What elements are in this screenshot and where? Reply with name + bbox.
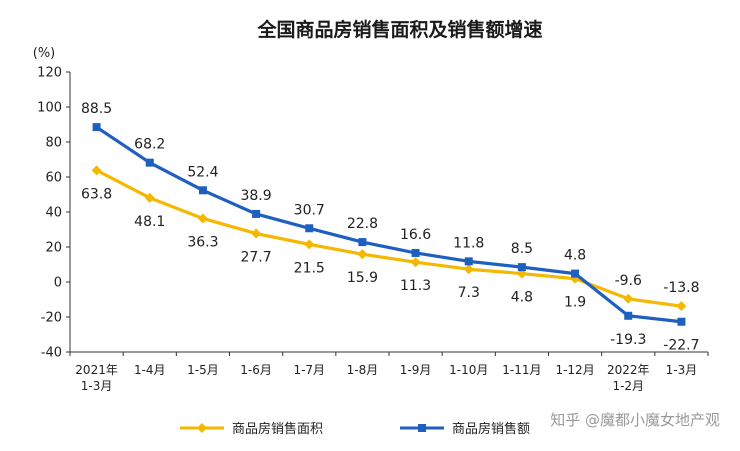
x-tick-label: 1-9月	[400, 363, 432, 377]
data-label: 63.8	[81, 186, 112, 202]
data-point	[571, 269, 580, 278]
data-point	[305, 224, 314, 233]
data-label: -22.7	[663, 338, 699, 354]
y-tick-label: 0	[54, 276, 62, 291]
data-point	[677, 317, 686, 326]
data-label: 27.7	[240, 250, 271, 266]
legend-label: 商品房销售额	[452, 421, 530, 437]
data-label: 4.8	[511, 290, 533, 306]
y-tick-label: 20	[45, 241, 62, 256]
data-point	[144, 192, 155, 203]
data-point	[623, 293, 634, 304]
data-label: -19.3	[610, 332, 646, 348]
data-label: 36.3	[187, 234, 218, 250]
data-label: 30.7	[294, 202, 325, 218]
data-point	[676, 301, 687, 312]
x-tick-label: 1-5月	[187, 363, 219, 377]
chart-title: 全国商品房销售面积及销售额增速	[256, 18, 542, 41]
y-tick-label: 80	[45, 136, 62, 151]
y-tick-label: 60	[45, 171, 62, 186]
axes: -40 -20 0 20 40 60 80 100 120 2021年 1-3月 1-4月 1-5月 1-…	[37, 66, 709, 393]
data-label: 68.2	[134, 137, 165, 153]
data-label: 52.4	[187, 164, 218, 180]
y-axis-unit: (%)	[33, 46, 56, 61]
data-label: 16.6	[400, 227, 431, 243]
data-point	[410, 257, 421, 268]
series-layer	[91, 123, 687, 326]
x-tick-label: 2021年	[75, 363, 118, 377]
y-tick-label: -40	[41, 346, 62, 361]
x-tick-label: 1-7月	[293, 363, 325, 377]
series-line	[95, 168, 682, 308]
data-point	[92, 123, 101, 132]
y-tick-label: -20	[41, 311, 62, 326]
data-label: 22.8	[347, 216, 378, 232]
data-point	[358, 238, 367, 247]
data-point	[411, 248, 420, 257]
legend-marker	[197, 423, 207, 433]
data-label: 11.3	[400, 278, 431, 294]
data-label: 1.9	[564, 295, 586, 311]
data-label: 88.5	[81, 101, 112, 117]
data-point	[251, 228, 262, 239]
data-point	[624, 311, 633, 320]
series-line	[95, 125, 682, 324]
x-tick-label: 2022年	[607, 363, 650, 377]
y-tick-label: 100	[37, 101, 62, 116]
legend-label: 商品房销售面积	[232, 421, 323, 437]
data-label: 48.1	[134, 214, 165, 230]
x-tick-label: 1-4月	[134, 363, 166, 377]
data-point	[304, 239, 315, 250]
data-point	[198, 186, 207, 195]
data-point	[252, 209, 261, 218]
data-point	[197, 213, 208, 224]
x-tick-label: 1-6月	[240, 363, 272, 377]
data-label: 38.9	[240, 188, 271, 204]
data-point	[463, 264, 474, 275]
data-label: -9.6	[615, 273, 642, 289]
x-tick-label: 1-12月	[555, 363, 594, 377]
y-tick-label: 120	[37, 66, 62, 81]
legend: 商品房销售面积 商品房销售额	[180, 421, 530, 437]
data-label: 11.8	[453, 235, 484, 251]
data-point	[91, 165, 102, 176]
data-label: 8.5	[511, 241, 533, 257]
data-point	[517, 263, 526, 272]
data-label: 7.3	[458, 285, 480, 301]
x-tick-label: 1-2月	[612, 379, 644, 393]
data-labels: 63.8 48.1 36.3 27.7 21.5 15.9 11.3 7.3 4.8 1.9 -9.…	[81, 101, 700, 354]
legend-marker	[418, 424, 426, 432]
x-tick-label: 1-11月	[502, 363, 541, 377]
watermark-text: 知乎 @魔都小魔女地产观	[550, 411, 720, 429]
data-point	[464, 257, 473, 266]
data-label: 21.5	[294, 260, 325, 276]
x-tick-label: 1-3月	[81, 379, 113, 393]
data-label: -13.8	[663, 280, 699, 296]
data-point	[357, 249, 368, 260]
x-tick-label: 1-10月	[449, 363, 488, 377]
data-label: 4.8	[564, 248, 586, 264]
x-tick-label: 1-8月	[347, 363, 379, 377]
data-label: 15.9	[347, 270, 378, 286]
data-point	[145, 158, 154, 167]
x-tick-label: 1-3月	[666, 363, 698, 377]
y-tick-label: 40	[45, 206, 62, 221]
